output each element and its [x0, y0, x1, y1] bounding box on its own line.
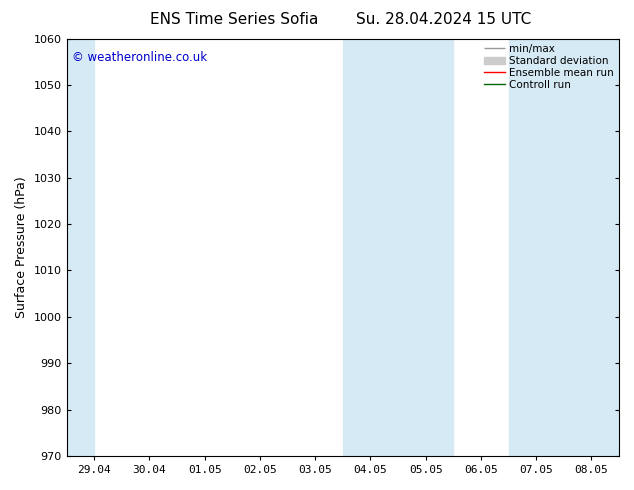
Text: Su. 28.04.2024 15 UTC: Su. 28.04.2024 15 UTC	[356, 12, 531, 27]
Bar	[508, 39, 619, 456]
Legend: min/max, Standard deviation, Ensemble mean run, Controll run: min/max, Standard deviation, Ensemble me…	[484, 44, 614, 90]
Text: ENS Time Series Sofia: ENS Time Series Sofia	[150, 12, 319, 27]
Bar	[343, 39, 453, 456]
Bar	[67, 39, 94, 456]
Text: © weatheronline.co.uk: © weatheronline.co.uk	[72, 51, 207, 64]
Y-axis label: Surface Pressure (hPa): Surface Pressure (hPa)	[15, 176, 28, 318]
